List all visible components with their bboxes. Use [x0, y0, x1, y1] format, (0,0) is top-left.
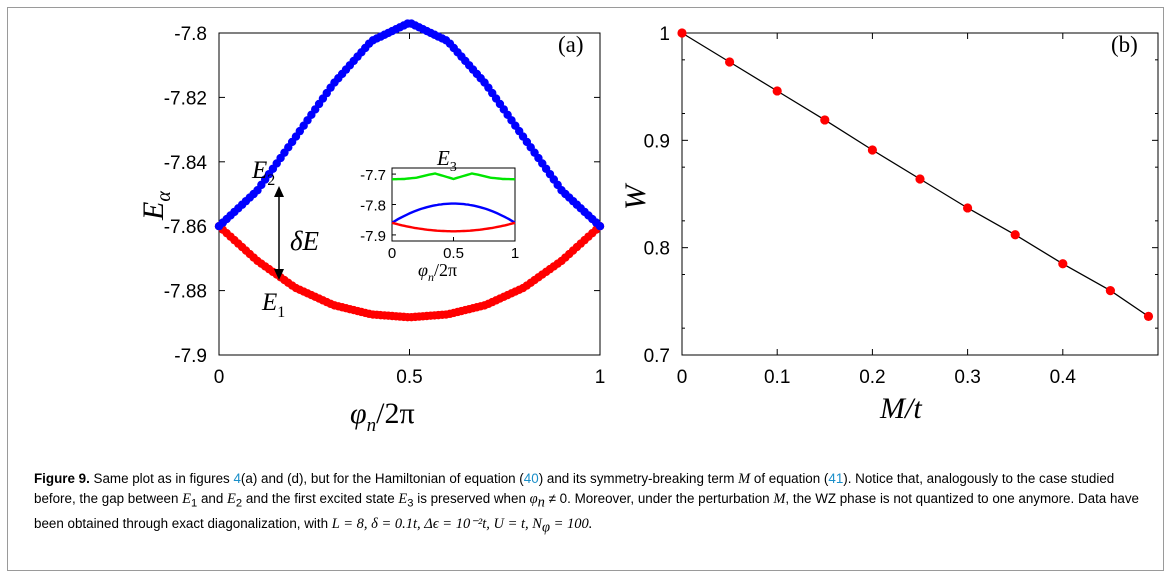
- x-tick-label: 0: [214, 367, 225, 388]
- x-tick-label: 0.5: [396, 367, 422, 388]
- figure-frame: [7, 7, 1164, 571]
- panel-a-series: [214, 19, 605, 322]
- figure-number: Figure 9.: [34, 471, 90, 486]
- data-point: [915, 174, 925, 184]
- data-point: [867, 145, 878, 155]
- panel-a-tag: (a): [558, 32, 584, 57]
- inset-series-E1: [391, 221, 516, 233]
- data-point: [1058, 259, 1068, 269]
- x-tick-label: 0.1: [764, 367, 790, 388]
- panel-a-xlabel: φn/2π: [350, 397, 415, 436]
- figure-ref-link[interactable]: 4: [233, 471, 241, 486]
- data-point: [772, 86, 782, 96]
- data-point: [725, 57, 735, 67]
- y-tick-label: -7.9: [174, 346, 207, 367]
- y-tick-label: -7.86: [164, 217, 207, 238]
- inset-xlabel: φn/2π: [418, 260, 457, 284]
- panel-b: 1 0.9 0.8 0.7 0 0.1 0.2 0.3 0.4 (b) W M/t: [619, 24, 1159, 425]
- inset-ticks: -7.7 -7.8 -7.90 0.5 1: [360, 167, 519, 262]
- data-point: [1143, 311, 1154, 321]
- y-tick-label: 1: [659, 24, 670, 45]
- equation-ref-link[interactable]: 41: [828, 471, 844, 486]
- inset-series-E2: [391, 202, 516, 224]
- y-tick-label: -7.88: [164, 282, 207, 303]
- gap-label: δE: [290, 226, 320, 256]
- panel-b-axes-box: [681, 32, 1159, 356]
- e2-label: E2: [251, 157, 275, 189]
- x-tick-label: 0.2: [859, 367, 885, 388]
- series-E2: [214, 19, 605, 231]
- panel-b-series: [677, 28, 1154, 321]
- x-tick-label: 0.4: [1050, 367, 1077, 388]
- series-E1: [214, 222, 605, 322]
- panel-a-ticks: -7.8-7.82-7.84-7.86-7.88-7.90 0.5 1: [164, 24, 606, 388]
- equation-ref-link[interactable]: 40: [523, 471, 539, 486]
- y-tick-label: -7.8: [174, 24, 207, 45]
- e1-label: E1: [261, 289, 285, 321]
- data-point: [963, 203, 973, 213]
- figure-plots: -7.8-7.82-7.84-7.86-7.88-7.90 0.5 1 (a) E2…: [137, 19, 1159, 436]
- e3-label: E3: [436, 146, 457, 175]
- figure-caption: Figure 9. Same plot as in figures 4(a) a…: [34, 471, 1139, 536]
- inset-x-tick-label: 0: [388, 245, 396, 262]
- inset-x-tick-label: 0.5: [443, 245, 464, 262]
- panel-a-ylabel: Eα: [137, 191, 175, 221]
- data-point: [820, 115, 830, 125]
- y-tick-label: 0.9: [644, 131, 670, 152]
- data-point: [1010, 230, 1020, 240]
- y-tick-label: 0.8: [644, 239, 670, 260]
- panel-b-tag: (b): [1111, 32, 1138, 57]
- x-tick-label: 0.3: [954, 367, 980, 388]
- panel-b-ylabel: W: [619, 182, 652, 210]
- x-tick-label: 0: [677, 367, 688, 388]
- data-point: [595, 222, 605, 231]
- panel-b-ticks: 1 0.9 0.8 0.7 0 0.1 0.2 0.3 0.4: [644, 24, 1158, 388]
- y-tick-label: 0.7: [644, 346, 670, 367]
- data-point: [1105, 286, 1115, 296]
- panel-b-xlabel: M/t: [879, 392, 922, 425]
- gap-arrow: [274, 186, 284, 280]
- data-point: [677, 28, 687, 38]
- inset-y-tick-label: -7.8: [360, 198, 386, 215]
- inset-series: [391, 172, 516, 233]
- inset-y-tick-label: -7.7: [360, 167, 386, 184]
- inset-y-tick-label: -7.9: [360, 228, 386, 245]
- x-tick-label: 1: [595, 367, 606, 388]
- inset-x-tick-label: 1: [511, 245, 519, 262]
- inset-series-E3: [391, 172, 516, 181]
- y-tick-label: -7.84: [164, 153, 208, 174]
- panel-a: -7.8-7.82-7.84-7.86-7.88-7.90 0.5 1 (a) E2…: [137, 19, 605, 436]
- y-tick-label: -7.82: [164, 88, 207, 109]
